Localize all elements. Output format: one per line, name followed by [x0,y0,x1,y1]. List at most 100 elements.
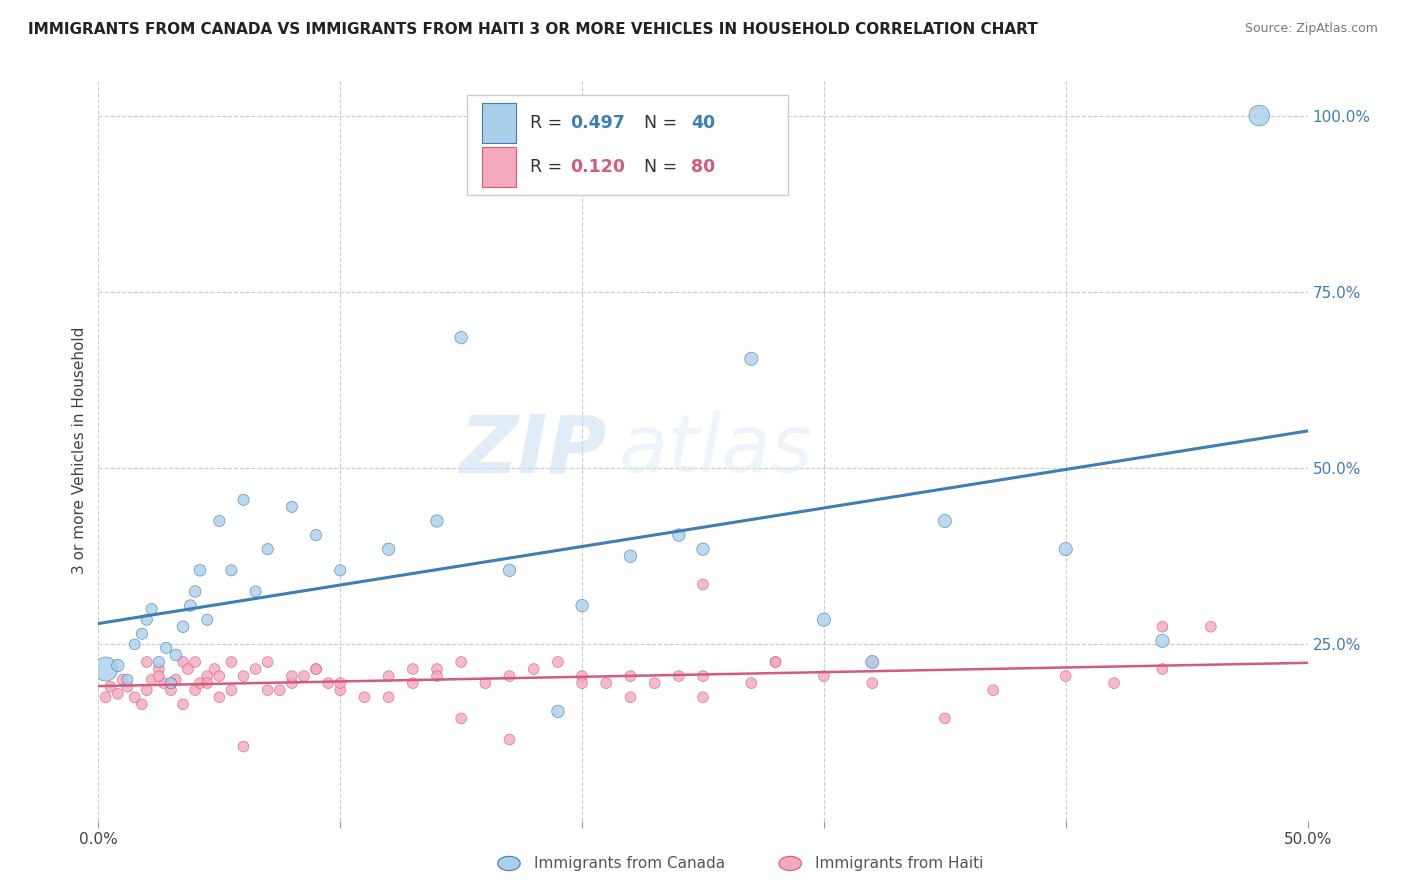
Point [426,669,449,683]
Point [547,655,569,669]
Point [269,683,291,698]
Point [172,620,194,634]
Text: N =: N = [633,114,683,132]
Point [100,680,122,694]
Point [595,676,617,690]
Point [184,655,207,669]
Point [498,563,520,577]
Text: N =: N = [633,158,683,176]
Point [160,676,183,690]
Point [232,739,254,754]
Point [172,655,194,669]
Point [934,711,956,725]
Point [204,662,226,676]
Point [571,669,593,683]
Point [1152,633,1174,648]
Point [692,690,714,705]
Point [165,673,187,687]
Point [208,690,231,705]
Point [668,528,690,542]
Point [316,676,339,690]
Point [124,690,146,705]
Point [353,690,375,705]
Point [498,732,520,747]
Point [813,613,835,627]
Point [474,676,496,690]
Point [377,669,399,683]
Point [329,676,352,690]
Point [644,676,666,690]
Point [402,662,425,676]
Point [135,655,157,669]
Point [221,563,243,577]
Point [172,698,194,712]
Point [195,676,218,690]
Point [1152,662,1174,676]
Point [195,669,218,683]
Point [860,655,883,669]
Point [1199,620,1222,634]
Point [1102,676,1125,690]
Point [498,669,520,683]
Point [148,662,170,676]
Point [94,662,117,676]
Point [450,711,472,725]
Point [426,514,449,528]
Point [245,584,267,599]
Point [934,514,956,528]
Point [165,648,187,662]
Point [177,662,200,676]
Point [281,500,304,514]
Point [740,676,762,690]
Point [152,676,174,690]
Point [692,542,714,557]
Point [184,584,207,599]
Point [208,669,231,683]
Point [148,669,170,683]
Point [94,690,117,705]
Point [245,662,267,676]
Point [692,669,714,683]
Point [188,563,211,577]
Point [305,528,328,542]
Y-axis label: 3 or more Vehicles in Household: 3 or more Vehicles in Household [72,326,87,574]
Bar [482,103,516,144]
Point [131,698,153,712]
Text: R =: R = [530,158,568,176]
Point [111,673,134,687]
Point [208,514,231,528]
Text: atlas: atlas [619,411,813,490]
Point [619,690,641,705]
Point [426,662,449,676]
Point [195,613,218,627]
Text: Immigrants from Canada: Immigrants from Canada [534,856,725,871]
Point [571,676,593,690]
Point [292,669,315,683]
Point [619,549,641,564]
Text: Immigrants from Haiti: Immigrants from Haiti [815,856,984,871]
Point [450,655,472,669]
Point [329,563,352,577]
Point [547,704,569,718]
Point [740,351,762,366]
Point [1152,620,1174,634]
Point [179,599,201,613]
Point [135,613,157,627]
Point [155,640,177,655]
Text: 0.497: 0.497 [569,114,624,132]
Point [160,676,183,690]
Point [450,331,472,345]
Point [135,683,157,698]
Point [117,680,139,694]
Text: ZIP: ZIP [458,411,606,490]
Point [329,683,352,698]
Point [981,683,1004,698]
Point [305,662,328,676]
Point [256,655,278,669]
Point [221,655,243,669]
Point [188,676,211,690]
Point [117,673,139,687]
Point [107,658,129,673]
Point [692,577,714,591]
Point [141,673,163,687]
